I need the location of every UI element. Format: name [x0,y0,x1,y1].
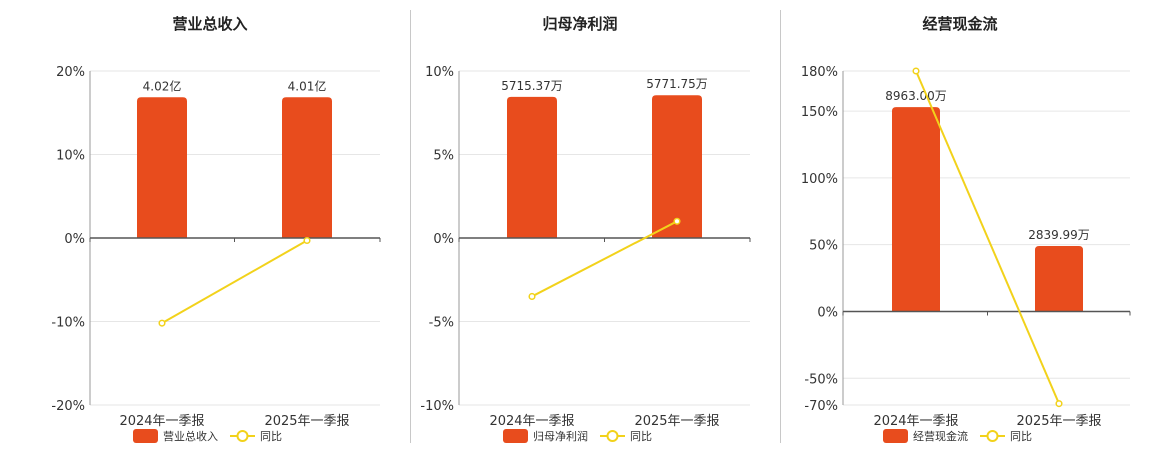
y-tick-label: 100% [801,172,838,187]
yoy-line [531,220,678,298]
legend-bar-label: 归母净利润 [533,429,588,443]
bar-value-label: 4.01亿 [288,78,327,93]
bar-value-label: 4.02亿 [143,78,182,93]
y-tick-label: 0% [433,232,454,247]
panel-divider [410,10,411,443]
legend-bar-swatch [503,429,528,443]
y-tick-label: -20% [51,399,85,414]
y-tick-label: -50% [804,372,838,387]
bar [892,107,940,312]
legend-line-marker [606,430,619,442]
y-tick-label: 5% [433,149,454,164]
yoy-line [161,239,308,325]
cash-flow-chart: 经营现金流 180% 150% 100% 50% 0% -50% -70% 8963.00万 28… [801,15,1131,443]
chart-panel-net-profit: 归母净利润 10% 5% 0% -5% -10% 5715.37万 5771.75万 2024年… [411,0,780,450]
x-category-label: 2025年一季报 [264,414,349,429]
chart-title: 营业总收入 [172,15,247,33]
bar [282,97,332,239]
yoy-point [528,292,536,301]
bar [652,95,702,238]
yoy-line [915,70,1060,405]
bar-value-label: 8963.00万 [885,89,947,103]
y-tick-label: 150% [801,105,838,120]
legend-line-label: 同比 [630,430,652,443]
bar-value-label: 5715.37万 [501,79,563,93]
legend-bar-label: 经营现金流 [913,429,968,443]
chart-panel-cash-flow: 经营现金流 180% 150% 100% 50% 0% -50% -70% 8963.00万 28… [781,0,1160,450]
y-tick-label: 10% [56,149,85,164]
legend-line-label: 同比 [260,430,282,443]
net-profit-chart: 归母净利润 10% 5% 0% -5% -10% 5715.37万 5771.75万 2024年… [420,15,751,443]
x-category-label: 2024年一季报 [873,414,958,429]
bar-value-label: 5771.75万 [646,77,708,91]
yoy-point [912,67,920,75]
y-tick-label: 20% [56,65,85,80]
legend-bar-swatch [883,429,908,443]
panel-divider [780,10,781,443]
x-category-label: 2024年一季报 [489,414,574,429]
yoy-point [673,217,681,225]
y-tick-label: -5% [429,316,454,331]
x-category-label: 2025年一季报 [634,414,719,429]
chart-title: 经营现金流 [922,15,997,33]
yoy-point [1055,400,1063,408]
y-tick-label: 0% [64,232,85,247]
y-tick-label: 50% [809,239,838,254]
chart-title: 归母净利润 [542,15,617,33]
y-tick-label: -70% [804,399,838,414]
y-tick-label: 180% [801,65,838,80]
revenue-chart: 营业总收入 20% 10% 0% -10% -20% 4.02亿 4.01亿 2024年一季报 2… [51,15,381,443]
yoy-point [158,319,166,327]
x-category-label: 2024年一季报 [119,414,204,429]
x-category-label: 2025年一季报 [1016,414,1101,429]
y-tick-label: 10% [425,65,454,80]
legend-bar-swatch [133,429,158,443]
y-tick-label: -10% [51,316,85,331]
y-tick-label: -10% [420,399,454,414]
legend-line-marker [236,430,249,442]
bar [137,97,187,239]
bar [1035,246,1083,312]
bar [507,96,557,238]
legend-line-marker [986,430,999,442]
y-tick-label: 0% [817,305,838,320]
legend-line-label: 同比 [1010,430,1032,443]
bar-value-label: 2839.99万 [1028,228,1090,242]
chart-panel-revenue: 营业总收入 20% 10% 0% -10% -20% 4.02亿 4.01亿 2024年一季报 2… [0,0,410,450]
yoy-point [303,236,311,245]
legend-bar-label: 营业总收入 [163,429,218,443]
